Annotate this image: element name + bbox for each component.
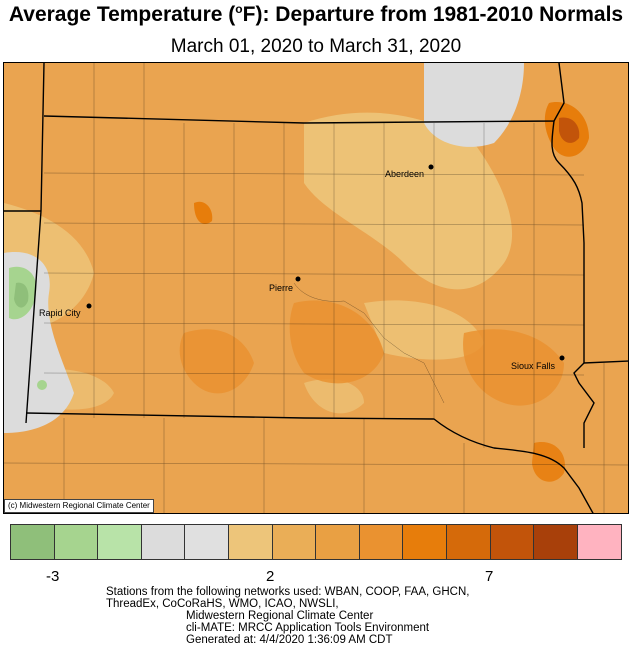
legend-swatch	[98, 525, 142, 559]
footer-line: Midwestern Regional Climate Center	[186, 610, 374, 622]
temperature-zone	[289, 300, 384, 384]
legend-tick: 7	[485, 568, 494, 585]
legend-swatch	[446, 525, 491, 559]
temperature-zone	[559, 117, 580, 143]
map-canvas: Aberdeen Pierre Rapid City Sioux Falls	[4, 63, 628, 513]
footer-line: cli-MATE: MRCC Application Tools Environ…	[186, 622, 430, 634]
footer-line: Generated at: 4/4/2020 1:36:09 AM CDT	[186, 634, 393, 646]
color-legend	[10, 524, 623, 560]
city-label-aberdeen: Aberdeen	[385, 169, 424, 179]
legend-swatch	[272, 525, 317, 559]
city-label-sioux-falls: Sioux Falls	[511, 361, 556, 371]
legend-swatch	[316, 525, 360, 559]
city-marker-rapid-city	[86, 303, 92, 309]
footer-line: Stations from the following networks use…	[106, 586, 470, 598]
county-lines	[4, 63, 628, 513]
city-label-pierre: Pierre	[269, 283, 293, 293]
legend-swatch	[185, 525, 229, 559]
temperature-zone	[463, 329, 564, 406]
legend-swatch	[577, 525, 622, 559]
legend-tick: 2	[266, 568, 275, 585]
state-borders	[4, 63, 628, 513]
legend-swatch	[54, 525, 99, 559]
legend-swatch	[228, 525, 273, 559]
city-marker-aberdeen	[428, 164, 434, 170]
temperature-zone	[14, 282, 29, 308]
temperature-zone	[364, 300, 484, 360]
temperature-zone	[424, 63, 524, 147]
city-marker-sioux-falls	[559, 355, 565, 361]
temperature-zone	[532, 442, 565, 482]
footer-line: ThreadEx, CoCoRaHS, WMO, ICAO, NWSLI,	[106, 598, 339, 610]
map-title: Average Temperature (oF): Departure from…	[8, 2, 624, 26]
city-marker-pierre	[295, 276, 301, 282]
legend-tick: -3	[46, 568, 60, 585]
temperature-map: Aberdeen Pierre Rapid City Sioux Falls	[3, 62, 629, 514]
temperature-zone	[194, 201, 213, 224]
temperature-zone	[37, 380, 47, 390]
legend-swatch	[534, 525, 578, 559]
legend-swatch	[11, 525, 55, 559]
footer-notes: Stations from the following networks use…	[106, 586, 469, 646]
legend-swatch	[359, 525, 404, 559]
copyright-label: (c) Midwestern Regional Climate Center	[4, 499, 154, 513]
temperature-zone	[304, 112, 513, 290]
map-subtitle: March 01, 2020 to March 31, 2020	[170, 36, 462, 57]
city-label-rapid-city: Rapid City	[39, 308, 81, 318]
legend-swatch	[490, 525, 535, 559]
legend-swatch	[141, 525, 186, 559]
legend-swatch	[403, 525, 447, 559]
temperature-zone	[179, 329, 254, 394]
